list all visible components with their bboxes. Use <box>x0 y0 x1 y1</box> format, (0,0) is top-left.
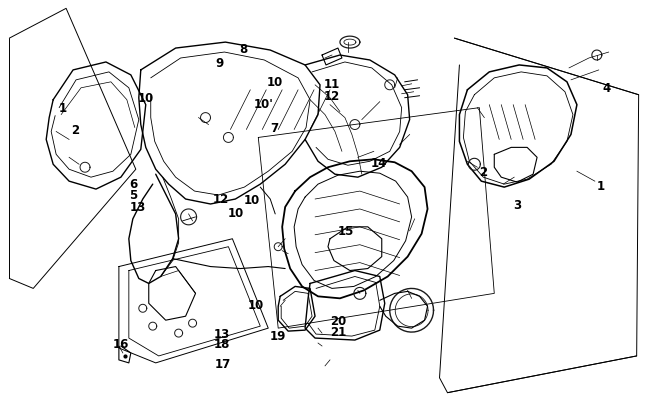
Text: 4: 4 <box>602 81 610 94</box>
Text: 7: 7 <box>270 122 278 134</box>
Text: 17: 17 <box>215 357 231 370</box>
Text: 5: 5 <box>129 189 138 202</box>
Text: 13: 13 <box>214 327 230 340</box>
Text: 10: 10 <box>244 194 261 207</box>
Text: 12: 12 <box>213 193 229 206</box>
Text: 13: 13 <box>129 200 146 213</box>
Text: 15: 15 <box>338 224 354 237</box>
Text: 9: 9 <box>215 57 223 70</box>
Text: 16: 16 <box>112 338 129 351</box>
Text: 2: 2 <box>479 166 487 179</box>
Text: 10: 10 <box>228 206 244 219</box>
Text: 1: 1 <box>597 180 605 193</box>
Text: 10': 10' <box>254 98 274 111</box>
Text: 14: 14 <box>370 157 387 170</box>
Text: 10: 10 <box>266 75 283 88</box>
Text: 10: 10 <box>248 298 264 311</box>
Text: 8: 8 <box>240 43 248 56</box>
Text: 10: 10 <box>137 92 153 104</box>
Text: 11: 11 <box>324 77 340 90</box>
Text: 6: 6 <box>129 178 138 191</box>
Text: 12: 12 <box>324 90 340 103</box>
Text: 3: 3 <box>513 198 521 211</box>
Text: 18: 18 <box>214 338 230 351</box>
Text: 1: 1 <box>58 102 66 115</box>
Text: 21: 21 <box>330 325 346 338</box>
Text: 2: 2 <box>72 124 79 136</box>
Text: 20: 20 <box>330 315 346 328</box>
Text: 19: 19 <box>270 330 287 343</box>
